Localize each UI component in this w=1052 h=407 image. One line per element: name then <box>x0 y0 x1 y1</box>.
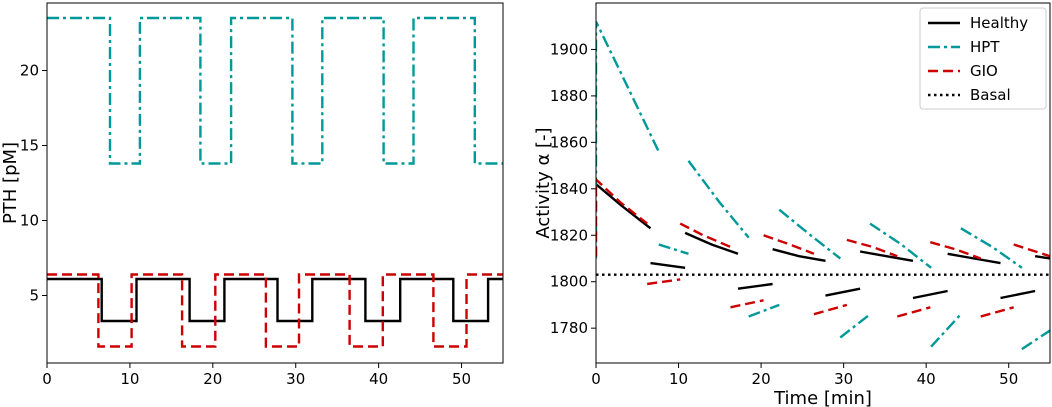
series-line-healthy <box>47 277 503 323</box>
series-line-healthy <box>596 183 1050 300</box>
legend-label-gio: GIO <box>970 62 998 80</box>
series-line-hpt <box>47 16 503 165</box>
y-tick-label: 1800 <box>550 273 588 291</box>
x-tick-label: 20 <box>203 370 222 388</box>
plot-frame <box>595 2 1051 364</box>
x-tick-label: 20 <box>752 370 771 388</box>
x-tick-label: 10 <box>120 370 139 388</box>
x-tick-label: 50 <box>999 370 1018 388</box>
y-tick-label: 1780 <box>550 319 588 337</box>
legend-label-hpt: HPT <box>970 38 1000 56</box>
y-axis-label: Activity α [-] <box>533 127 554 238</box>
plot-frame <box>46 2 504 364</box>
y-axis-label: PTH [pM] <box>0 142 21 224</box>
series-line-gio <box>47 273 503 348</box>
x-tick-label: 40 <box>369 370 388 388</box>
x-tick-label: 30 <box>834 370 853 388</box>
legend-box <box>919 7 1047 110</box>
chart-pth: 0 10 20 30 40 50 5 10 15 20 PTH [pM] <box>0 2 504 388</box>
plot-area <box>47 16 503 348</box>
y-tick-label: 1900 <box>550 40 588 58</box>
x-tick-label: 10 <box>669 370 688 388</box>
plot-area <box>596 21 1050 351</box>
x-tick-label: 50 <box>452 370 471 388</box>
y-tick-label: 15 <box>20 137 39 155</box>
legend-label-basal: Basal <box>970 86 1011 104</box>
chart-activity: 0 10 20 30 40 50 1780 1800 1820 1840 1860 1880 1900 A… <box>533 2 1051 407</box>
x-tick-label: 30 <box>286 370 305 388</box>
y-tick-label: 1840 <box>550 180 588 198</box>
series-line-hpt <box>596 21 1050 351</box>
y-tick-label: 1860 <box>550 133 588 151</box>
series-line-gio <box>596 177 1050 318</box>
legend: Healthy HPT GIO Basal <box>919 7 1047 110</box>
x-tick-label: 0 <box>591 370 601 388</box>
y-tick-label: 1820 <box>550 226 588 244</box>
y-tick-label: 20 <box>20 62 39 80</box>
x-tick-label: 0 <box>42 370 52 388</box>
y-tick-label: 1880 <box>550 87 588 105</box>
y-tick-label: 10 <box>20 212 39 230</box>
legend-label-healthy: Healthy <box>970 14 1028 32</box>
x-tick-label: 40 <box>917 370 936 388</box>
x-axis-label: Time [min] <box>773 388 872 407</box>
y-tick-label: 5 <box>29 287 39 305</box>
